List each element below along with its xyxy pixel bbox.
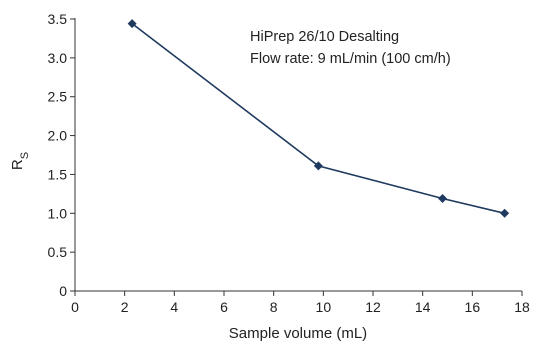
y-tick-label: 1.5 — [48, 166, 68, 182]
y-tick-label: 2.5 — [48, 89, 68, 105]
x-tick-label: 2 — [121, 299, 129, 315]
data-point-marker — [313, 161, 323, 171]
y-tick-label: 3.5 — [48, 11, 68, 27]
x-tick-label: 10 — [316, 299, 332, 315]
x-tick-label: 12 — [365, 299, 381, 315]
y-tick-label: 3.0 — [48, 50, 68, 66]
data-point-marker — [127, 19, 137, 29]
series-group — [127, 19, 510, 218]
y-tick-label: 2.0 — [48, 128, 68, 144]
y-axis-title: RS — [9, 152, 31, 170]
data-point-marker — [438, 194, 448, 204]
y-tick-label: 0 — [59, 283, 67, 299]
data-point-marker — [500, 208, 510, 218]
y-tick-label: 1.0 — [48, 205, 68, 221]
x-tick-label: 8 — [270, 299, 278, 315]
x-tick-label: 0 — [71, 299, 79, 315]
annotation-line-1: HiPrep 26/10 Desalting — [250, 29, 399, 45]
x-tick-label: 16 — [465, 299, 481, 315]
y-axis-title-main: R — [9, 159, 26, 170]
y-axis-title-subscript: S — [19, 152, 31, 159]
x-tick-label: 14 — [415, 299, 431, 315]
x-axis-title: Sample volume (mL) — [229, 325, 367, 342]
series-line — [131, 23, 505, 215]
x-tick-label: 6 — [220, 299, 228, 315]
annotation-line-2: Flow rate: 9 mL/min (100 cm/h) — [250, 51, 451, 67]
x-axis: 0 2 4 6 8 10 12 14 16 18 — [71, 290, 530, 315]
x-tick-label: 18 — [514, 299, 530, 315]
y-axis: 0 0.5 1.0 1.5 2.0 2.5 3.0 3.5 — [48, 11, 76, 299]
x-tick-label: 4 — [170, 299, 178, 315]
y-tick-label: 0.5 — [48, 244, 68, 260]
